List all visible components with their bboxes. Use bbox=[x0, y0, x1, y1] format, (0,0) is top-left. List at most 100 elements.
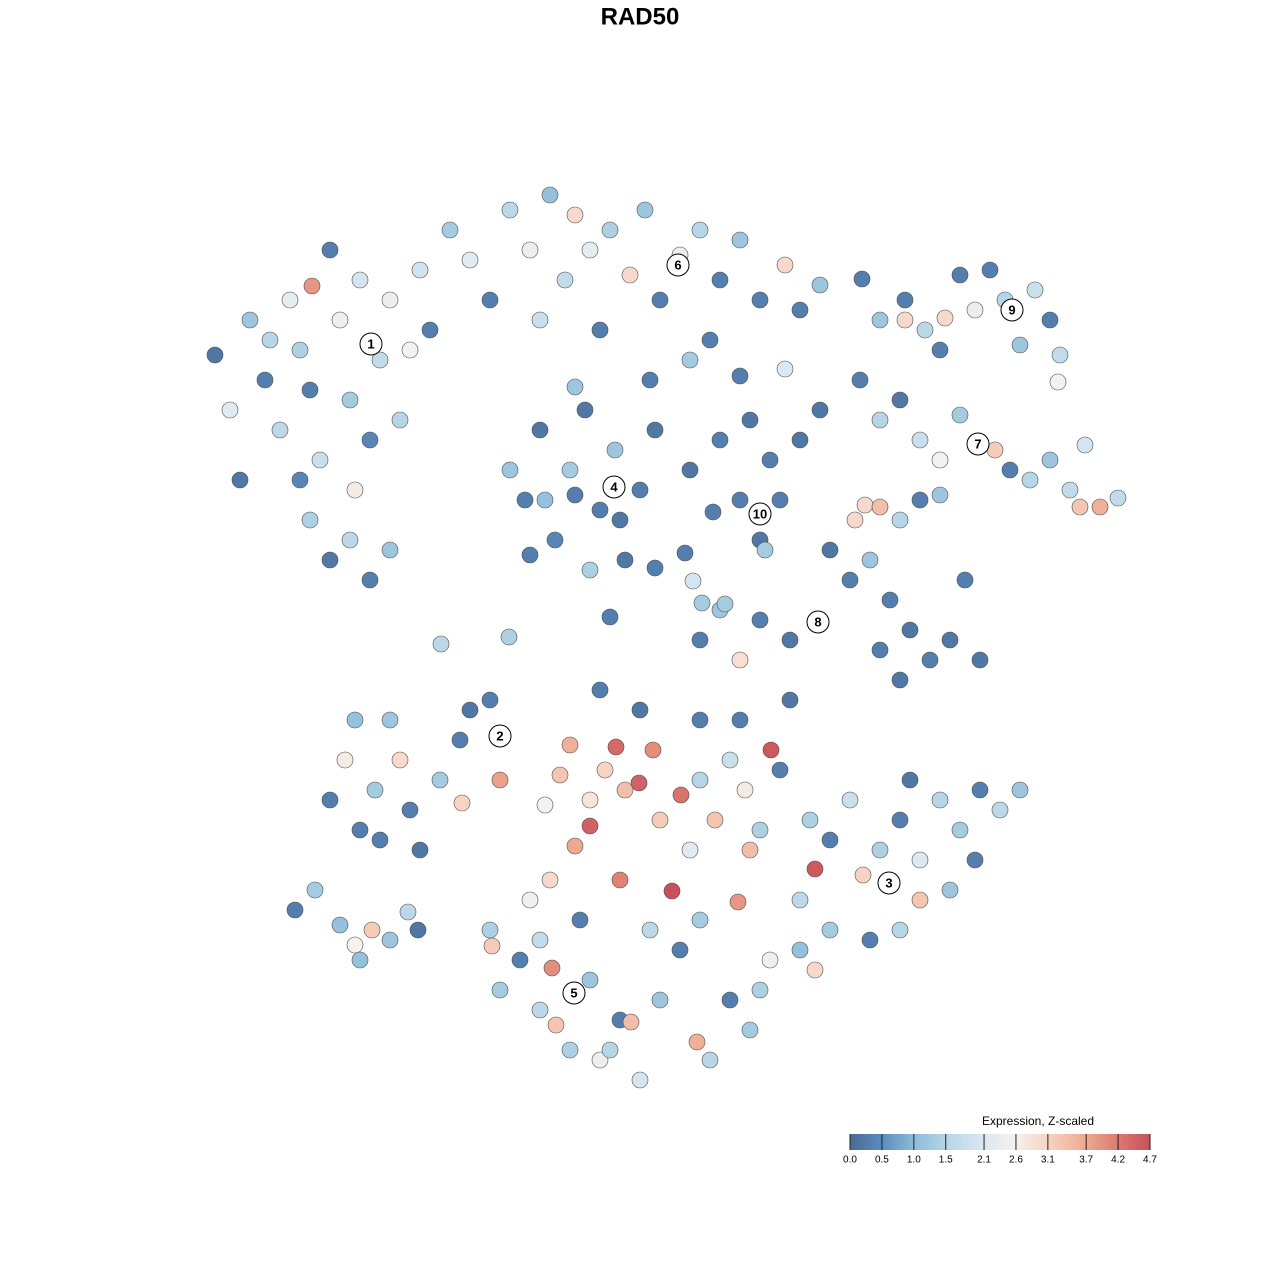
point bbox=[461, 701, 479, 719]
point bbox=[556, 271, 574, 289]
point bbox=[911, 491, 929, 509]
point bbox=[931, 486, 949, 504]
colorbar-tick-label: 1.5 bbox=[939, 1155, 953, 1166]
point bbox=[981, 261, 999, 279]
point bbox=[381, 541, 399, 559]
cluster-label: 7 bbox=[974, 436, 981, 451]
colorbar-tick-label: 2.6 bbox=[1009, 1155, 1023, 1166]
point bbox=[651, 291, 669, 309]
cluster-label: 3 bbox=[885, 875, 892, 890]
point bbox=[1076, 436, 1094, 454]
point bbox=[901, 771, 919, 789]
point bbox=[536, 491, 554, 509]
point bbox=[636, 201, 654, 219]
point bbox=[351, 271, 369, 289]
point bbox=[861, 931, 879, 949]
point bbox=[581, 791, 599, 809]
point bbox=[531, 931, 549, 949]
point bbox=[381, 931, 399, 949]
point bbox=[381, 711, 399, 729]
colorbar-tick-label: 3.1 bbox=[1041, 1155, 1055, 1166]
point bbox=[516, 491, 534, 509]
point bbox=[391, 751, 409, 769]
point bbox=[621, 266, 639, 284]
point bbox=[941, 631, 959, 649]
colorbar-bar bbox=[850, 1134, 1150, 1150]
point bbox=[681, 351, 699, 369]
point bbox=[601, 1041, 619, 1059]
point bbox=[561, 461, 579, 479]
point bbox=[331, 311, 349, 329]
point bbox=[351, 821, 369, 839]
point bbox=[566, 378, 584, 396]
point bbox=[561, 736, 579, 754]
point bbox=[821, 921, 839, 939]
point bbox=[688, 1033, 706, 1051]
cluster-label: 5 bbox=[570, 985, 577, 1000]
point bbox=[1091, 498, 1109, 516]
point bbox=[543, 959, 561, 977]
point bbox=[966, 851, 984, 869]
point bbox=[871, 498, 889, 516]
point bbox=[616, 551, 634, 569]
point bbox=[776, 256, 794, 274]
point bbox=[631, 701, 649, 719]
point bbox=[871, 841, 889, 859]
point bbox=[341, 531, 359, 549]
point bbox=[341, 391, 359, 409]
point bbox=[301, 511, 319, 529]
colorbar-tick-label: 4.2 bbox=[1111, 1155, 1125, 1166]
point bbox=[461, 251, 479, 269]
point bbox=[721, 991, 739, 1009]
cluster-badge bbox=[748, 502, 772, 526]
cluster-label: 2 bbox=[496, 728, 503, 743]
point bbox=[646, 559, 664, 577]
point bbox=[911, 891, 929, 909]
point bbox=[791, 891, 809, 909]
point bbox=[881, 591, 899, 609]
point bbox=[561, 1041, 579, 1059]
point bbox=[371, 351, 389, 369]
point bbox=[776, 360, 794, 378]
point bbox=[956, 571, 974, 589]
point bbox=[871, 641, 889, 659]
point bbox=[1071, 498, 1089, 516]
point bbox=[491, 981, 509, 999]
point bbox=[951, 266, 969, 284]
point bbox=[351, 951, 369, 969]
point bbox=[441, 221, 459, 239]
point bbox=[481, 921, 499, 939]
point bbox=[684, 572, 702, 590]
point bbox=[421, 321, 439, 339]
point bbox=[521, 891, 539, 909]
cluster-label: 10 bbox=[753, 506, 767, 521]
point bbox=[321, 791, 339, 809]
point bbox=[271, 421, 289, 439]
point bbox=[291, 471, 309, 489]
point bbox=[331, 916, 349, 934]
colorbar-tick-label: 3.7 bbox=[1079, 1155, 1093, 1166]
point bbox=[941, 881, 959, 899]
point bbox=[681, 841, 699, 859]
point bbox=[911, 431, 929, 449]
point bbox=[861, 551, 879, 569]
point bbox=[206, 346, 224, 364]
cluster-label: 6 bbox=[674, 257, 681, 272]
point bbox=[596, 761, 614, 779]
point bbox=[701, 331, 719, 349]
point bbox=[921, 651, 939, 669]
cluster-badge bbox=[562, 981, 586, 1005]
point bbox=[711, 271, 729, 289]
point bbox=[896, 311, 914, 329]
point bbox=[566, 837, 584, 855]
point bbox=[611, 871, 629, 889]
point bbox=[951, 406, 969, 424]
point bbox=[591, 1051, 609, 1069]
point bbox=[409, 921, 427, 939]
point bbox=[729, 893, 747, 911]
point bbox=[401, 801, 419, 819]
point bbox=[361, 431, 379, 449]
point bbox=[301, 381, 319, 399]
cluster-label: 1 bbox=[367, 336, 374, 351]
point bbox=[672, 786, 690, 804]
